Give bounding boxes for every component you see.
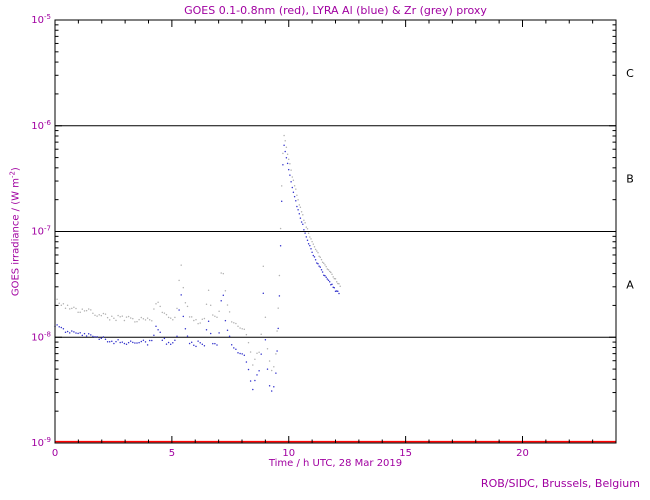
flare-class-labels: C B A bbox=[626, 67, 634, 291]
svg-text:10-9: 10-9 bbox=[31, 436, 51, 449]
y-axis-label-pre: GOES irradiance / (W m bbox=[10, 178, 22, 297]
svg-text:10-7: 10-7 bbox=[31, 225, 51, 238]
y-axis-label: GOES irradiance / (W m-2) bbox=[8, 151, 21, 313]
svg-text:15: 15 bbox=[399, 448, 412, 459]
flare-class-threshold-lines bbox=[55, 125, 616, 338]
credit-footer: ROB/SIDC, Brussels, Belgium bbox=[480, 477, 640, 490]
svg-text:20: 20 bbox=[516, 448, 529, 459]
svg-text:10-5: 10-5 bbox=[31, 13, 51, 26]
svg-text:10-8: 10-8 bbox=[31, 330, 51, 343]
y-axis-label-exp: -2 bbox=[8, 171, 17, 179]
svg-text:A: A bbox=[626, 278, 634, 291]
y-axis-label-post: ) bbox=[10, 167, 22, 172]
x-tick-labels: 0 5 10 15 20 bbox=[52, 448, 529, 459]
y-tick-labels: 10-5 10-6 10-7 10-8 10-9 bbox=[31, 13, 51, 449]
svg-text:0: 0 bbox=[52, 448, 58, 459]
svg-text:5: 5 bbox=[169, 448, 175, 459]
svg-text:10-6: 10-6 bbox=[31, 119, 51, 132]
chart-title: GOES 0.1-0.8nm (red), LYRA Al (blue) & Z… bbox=[184, 4, 487, 17]
series-lyra_al_blue-dots bbox=[54, 144, 340, 392]
series-lyra_zr_grey-dots bbox=[54, 134, 341, 372]
svg-text:10: 10 bbox=[282, 448, 295, 459]
plot-frame bbox=[54, 19, 617, 444]
x-axis-label: Time / h UTC, 28 Mar 2019 bbox=[268, 458, 403, 469]
svg-text:C: C bbox=[626, 67, 634, 80]
svg-text:B: B bbox=[626, 173, 634, 186]
